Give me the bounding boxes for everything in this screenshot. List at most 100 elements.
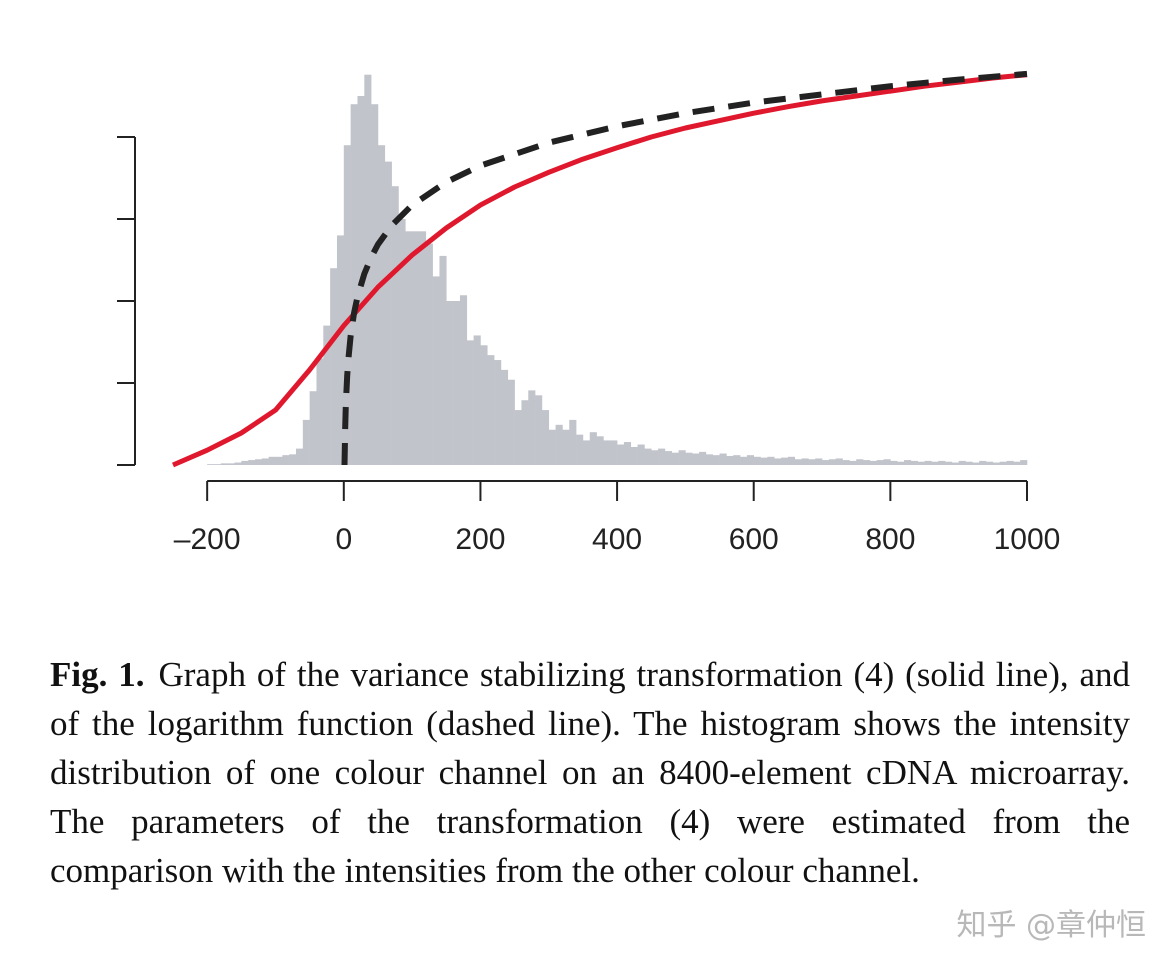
watermark: 知乎 @章仲恒 (956, 908, 1146, 943)
x-tick-label: 200 (455, 523, 505, 556)
histogram-bar (268, 456, 276, 465)
histogram-bar (740, 456, 748, 465)
histogram-bar (644, 448, 652, 465)
x-tick-label: 1000 (994, 523, 1061, 556)
histogram-bar (514, 410, 522, 465)
histogram-bar (432, 276, 440, 465)
histogram-bar (692, 453, 700, 465)
histogram-bar (958, 460, 966, 465)
histogram-bar (815, 458, 823, 465)
caption-text: Graph of the variance stabilizing transf… (50, 655, 1131, 890)
histogram-bar (794, 459, 802, 465)
histogram-bar (295, 448, 304, 465)
histogram-bar (938, 460, 946, 465)
histogram-bar (637, 444, 645, 465)
histogram-bar (248, 460, 256, 465)
histogram-bar (576, 434, 584, 465)
histogram-bar (213, 464, 222, 465)
histogram-bar (904, 460, 912, 465)
histogram-bar (876, 460, 884, 465)
histogram-bar (1020, 460, 1028, 465)
histogram-bar (220, 463, 228, 465)
histogram-bar (494, 360, 502, 465)
histogram-bar (924, 460, 932, 465)
histogram-bar (398, 219, 406, 465)
histogram-bar (767, 456, 775, 465)
histogram-bar (275, 456, 283, 465)
histogram-bar (753, 456, 761, 465)
x-tick-label: 0 (335, 523, 352, 556)
histogram-bar (623, 442, 632, 465)
histogram-bar (241, 460, 249, 465)
histogram-bar (535, 395, 543, 465)
histogram-bar (760, 457, 768, 465)
histogram-bar (254, 459, 263, 465)
histogram-bar (726, 455, 734, 465)
histogram-bar (651, 450, 659, 465)
histogram-bar (316, 358, 324, 465)
chart: –200 0 200 400 600 800 1000 (117, 70, 1061, 556)
histogram-bar (678, 450, 686, 465)
histogram-bar (371, 104, 379, 465)
histogram-bar (883, 459, 891, 465)
histogram-bar (418, 231, 427, 465)
histogram-bar (671, 452, 679, 465)
histogram-bar (610, 440, 618, 465)
histogram-bar (521, 400, 529, 465)
x-tick-label: –200 (174, 523, 241, 556)
histogram-bar (801, 458, 809, 465)
histogram-bar (439, 255, 447, 465)
histogram-bar (910, 460, 918, 465)
histogram-bar (528, 390, 536, 465)
histogram-bar (630, 446, 638, 465)
histogram-bar (480, 345, 488, 465)
histogram-bar (596, 436, 604, 465)
dashed-curve (341, 70, 1028, 466)
histogram-bar (931, 461, 939, 465)
histogram-bar (972, 462, 980, 465)
histogram-bar (453, 301, 461, 465)
histogram-bar (664, 451, 673, 465)
caption: Fig. 1. Graph of the variance stabilizing… (50, 650, 1130, 895)
histogram-bar (699, 451, 707, 465)
histogram-bar (261, 458, 269, 465)
histogram-bar (343, 145, 351, 465)
histogram-bar (986, 461, 994, 465)
histogram-bar (1013, 461, 1021, 465)
histogram-bar (589, 432, 597, 465)
histogram-bar (302, 419, 310, 465)
histogram-bar (377, 145, 386, 465)
histogram-bar (746, 455, 755, 465)
histogram-bar (330, 268, 338, 465)
histogram-bar (705, 454, 714, 465)
histogram-bar (227, 463, 235, 465)
histogram-bar (405, 231, 413, 465)
histogram-bar (562, 429, 570, 465)
histogram-bar (446, 301, 454, 465)
histogram-bar (391, 186, 399, 465)
histogram-bar (323, 325, 331, 465)
histogram-bar (979, 460, 987, 465)
histogram-bar (965, 461, 973, 465)
histogram-bar (999, 461, 1007, 465)
histogram-bar (582, 440, 591, 465)
histogram-bar (897, 461, 905, 465)
histogram-bar (808, 459, 816, 465)
figure-label: Fig. 1. (50, 655, 145, 694)
histogram-bar (617, 444, 625, 465)
solid-curve (172, 72, 1028, 468)
histogram-bar (992, 462, 1000, 465)
histogram-bar (842, 460, 850, 465)
histogram-bar (1006, 460, 1014, 465)
histogram-bar (951, 462, 959, 465)
histogram-bar (603, 440, 611, 465)
histogram-bar (781, 457, 789, 465)
histogram-bar (548, 429, 556, 465)
histogram-bar (787, 456, 796, 465)
histogram-bar (282, 455, 290, 465)
histogram-bar (350, 104, 358, 465)
histogram-bar (473, 335, 481, 465)
histogram-bar (541, 410, 550, 465)
histogram-bar (487, 355, 495, 465)
